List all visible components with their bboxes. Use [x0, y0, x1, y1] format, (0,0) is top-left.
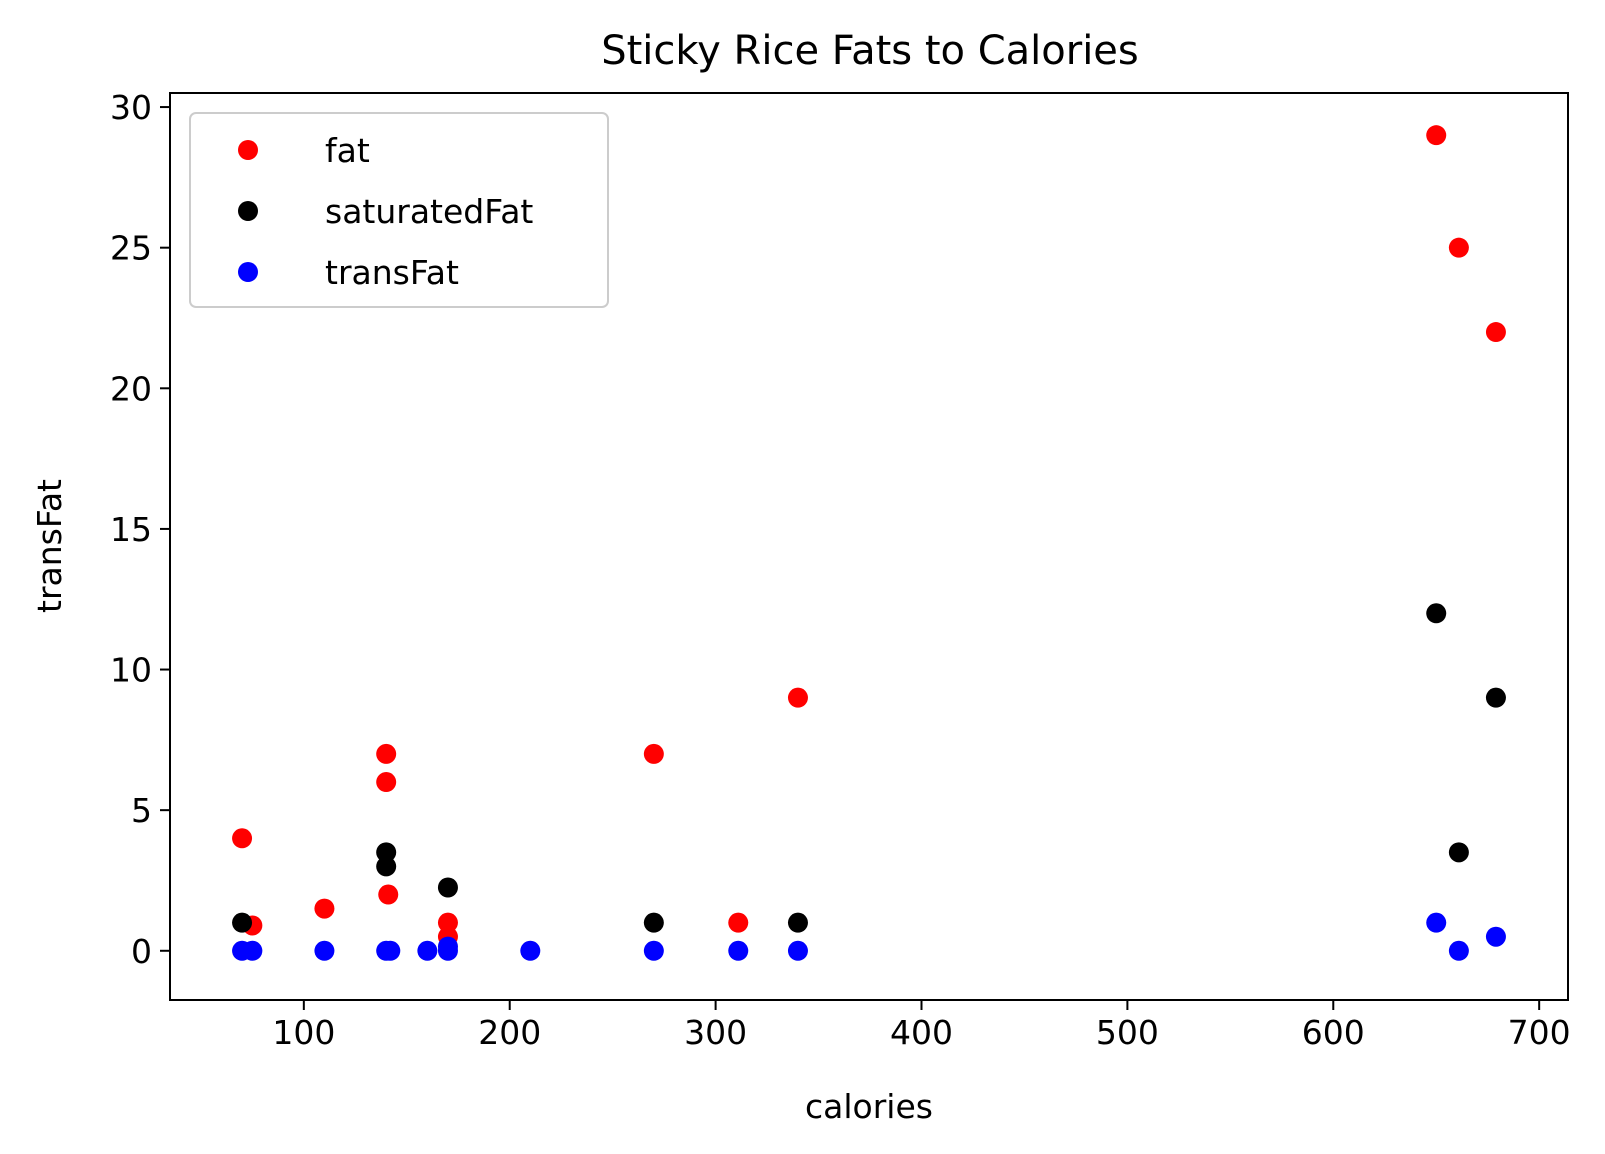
- data-point-transFat: [1448, 940, 1469, 961]
- data-point-fat: [437, 912, 458, 933]
- data-point-fat: [787, 687, 808, 708]
- data-point-saturatedFat: [1448, 842, 1469, 863]
- plot-area-frame: [169, 92, 1569, 1001]
- x-axis-label: calories: [805, 1087, 933, 1126]
- data-point-fat: [376, 772, 397, 793]
- x-tick-label: 700: [1508, 1013, 1571, 1052]
- y-axis-ticks: 0 5 10 15 20 25 30: [110, 88, 170, 971]
- y-tick-label: 25: [110, 229, 152, 268]
- legend-label-saturatedFat: saturatedFat: [325, 192, 533, 231]
- data-point-transFat: [643, 940, 664, 961]
- legend-box: [189, 112, 609, 308]
- y-tick-label: 10: [110, 651, 152, 690]
- data-point-saturatedFat: [787, 912, 808, 933]
- data-point-fat: [1448, 237, 1469, 258]
- series-transFat: [232, 912, 1506, 961]
- data-point-saturatedFat: [376, 856, 397, 877]
- data-point-fat: [643, 743, 664, 764]
- data-point-fat: [376, 743, 397, 764]
- data-point-fat: [728, 912, 749, 933]
- legend-label-transFat: transFat: [325, 253, 459, 292]
- legend-marker-transFat: [238, 262, 258, 282]
- data-point-fat: [314, 898, 335, 919]
- data-point-transFat: [417, 940, 438, 961]
- data-point-saturatedFat: [437, 877, 458, 898]
- legend: fat saturatedFat transFat: [189, 112, 609, 308]
- data-point-fat: [1485, 322, 1506, 343]
- data-point-fat: [232, 828, 253, 849]
- x-tick-label: 400: [890, 1013, 953, 1052]
- x-tick-label: 300: [684, 1013, 747, 1052]
- data-point-transFat: [1485, 926, 1506, 947]
- x-tick-label: 200: [478, 1013, 541, 1052]
- data-point-saturatedFat: [376, 842, 397, 863]
- y-tick-label: 0: [131, 932, 152, 971]
- legend-marker-fat: [238, 140, 258, 160]
- legend-marker-saturatedFat: [238, 201, 258, 221]
- y-tick-label: 20: [110, 369, 152, 408]
- data-point-transFat: [787, 940, 808, 961]
- legend-label-fat: fat: [325, 131, 370, 170]
- data-point-saturatedFat: [1485, 687, 1506, 708]
- data-point-transFat: [728, 940, 749, 961]
- data-points: [232, 125, 1506, 961]
- chart-title: Sticky Rice Fats to Calories: [601, 28, 1139, 74]
- data-point-transFat: [1426, 912, 1447, 933]
- x-axis-ticks: 100 200 300 400 500 600 700: [272, 1000, 1571, 1052]
- data-point-transFat: [380, 940, 401, 961]
- data-point-fat: [1426, 125, 1447, 146]
- data-point-saturatedFat: [1426, 603, 1447, 624]
- y-tick-label: 30: [110, 88, 152, 127]
- data-point-transFat: [242, 940, 263, 961]
- x-tick-label: 500: [1096, 1013, 1159, 1052]
- x-tick-label: 100: [272, 1013, 335, 1052]
- y-tick-label: 5: [131, 791, 152, 830]
- y-axis-label: transFat: [30, 479, 69, 613]
- x-tick-label: 600: [1302, 1013, 1365, 1052]
- data-point-saturatedFat: [232, 912, 253, 933]
- data-point-transFat: [520, 940, 541, 961]
- data-point-transFat: [437, 936, 458, 957]
- data-point-transFat: [314, 940, 335, 961]
- series-fat: [232, 125, 1506, 947]
- data-point-fat: [378, 884, 399, 905]
- y-tick-label: 15: [110, 510, 152, 549]
- data-point-saturatedFat: [643, 912, 664, 933]
- series-saturatedFat: [232, 603, 1506, 933]
